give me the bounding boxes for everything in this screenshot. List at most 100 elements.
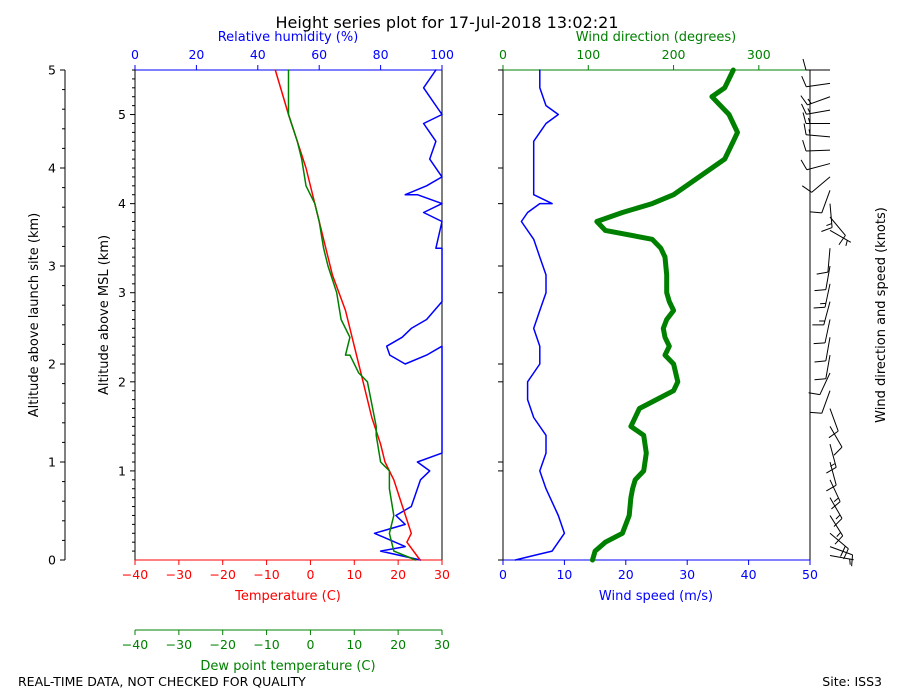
wind-barb-shaft [821,390,831,414]
wind-barb-shaft [805,149,831,152]
temperature-tick-label: 0 [306,567,314,582]
wind-barb-flag [801,76,807,87]
inner-altitude-label: Altitude above MSL (km) [97,235,112,395]
wind-direction-axis-label: Wind direction (degrees) [576,30,736,45]
wind-barb-shaft [823,301,831,325]
wind-barb-shaft [821,190,831,213]
wind-barb-shaft [829,546,853,556]
wind-barb [814,265,831,292]
wind-barb-flag [843,548,849,560]
wind-barb [802,112,830,124]
wind-barb-flag [801,103,807,115]
wind-barb-flag [800,95,808,106]
wind-direction-line [590,67,740,563]
wind-barb [801,76,831,88]
humidity-tick-label: 80 [373,47,389,62]
wind-speed-tick-label: 40 [741,567,757,582]
dewpoint-tick-label: 30 [434,637,450,652]
wind-barb [813,283,831,309]
temperature-axis-label: Temperature (C) [234,589,341,604]
dewpoint-tick-label: −10 [253,637,279,652]
wind-barb [802,139,831,152]
wind-barb-shaft [811,176,831,193]
thermo-ticks: −40 −30 −20 −10 0 10 20 30−40 −30 −20 −10 0 10 20 300 2… [48,47,454,652]
dewpoint-tick-label: 0 [306,637,314,652]
wind-barb-half-flag [830,463,836,467]
outer-altitude-tick-label: 0 [48,553,56,568]
wind-barb-flag [828,430,839,439]
wind-barb-shaft [824,283,831,308]
wind-barb [800,95,831,106]
wind-barb [801,103,831,115]
temperature-tick-label: −20 [210,567,236,582]
wind-speed-tick-label: 10 [556,567,572,582]
wind-barb [829,426,843,456]
wind-barb-shaft [806,163,831,171]
wind-barb-half-flag [836,532,841,537]
wind-barb [810,190,831,214]
wind-barb-flag [821,227,833,232]
inner-altitude-tick-label: 5 [118,107,126,122]
temperature-line [274,69,421,561]
wind-barb [813,319,831,345]
wind-barb [829,546,854,567]
temperature-tick-label: 10 [346,567,362,582]
wind-panel: 0 10 20 30 40 50 0 100 200 300 Wind speed (m/s) W… [498,30,889,604]
inner-altitude-tick-label: 2 [118,374,126,389]
wind-barb-shaft [829,532,849,550]
wind-direction-tick-label: 0 [499,47,507,62]
temperature-tick-label: −40 [122,567,148,582]
humidity-tick-label: 60 [311,47,327,62]
dewpoint-tick-label: −30 [166,637,192,652]
wind-barb [814,337,831,363]
wind-barb-shaft [829,216,846,236]
wind-barb-flag [808,392,820,396]
footer-left: REAL-TIME DATA, NOT CHECKED FOR QUALITY [18,674,306,689]
thermo-panel: −40 −30 −20 −10 0 10 20 30−40 −30 −20 −10 0 10 20 300 2… [27,30,454,674]
outer-altitude-label: Altitude above launch site (km) [27,213,42,417]
wind-barb-flag [816,271,828,275]
wind-speed-tick-label: 0 [499,567,507,582]
wind-ticks: 0 10 20 30 40 50 0 100 200 300 [498,47,818,582]
wind-barb-flag [803,123,807,135]
wind-speed-axis-label: Wind speed (m/s) [599,589,713,604]
wind-barb-flag [833,446,843,456]
outer-altitude-tick-label: 2 [48,357,56,372]
wind-barb-half-flag [845,240,848,247]
wind-barb-flag [840,545,846,557]
thermo-lines [274,69,443,561]
wind-barb-flag [802,139,807,152]
wind-barb [802,58,830,71]
wind-barb-shaft [829,515,844,537]
wind-barb-flag [826,484,837,492]
dewpoint-axis-label: Dew point temperature (C) [200,659,375,674]
wind-barb-flag [814,360,826,363]
wind-barb-shaft [827,248,831,273]
wind-barb-flag [813,342,826,345]
humidity-line [373,69,443,561]
wind-direction-tick-label: 300 [747,47,771,62]
wind-barb-flag [802,112,807,124]
wind-barb-shaft [829,426,843,448]
wind-barb-flag [813,306,826,309]
wind-direction-tick-label: 200 [662,47,686,62]
wind-barb-half-flag [807,98,812,104]
wind-barb [826,444,837,474]
wind-barb [800,159,831,171]
wind-speed-tick-label: 30 [679,567,695,582]
wind-barb-half-flag [808,129,811,136]
wind-barb-half-flag [826,223,832,227]
wind-barb [812,301,831,326]
wind-barb-shaft [819,372,831,395]
outer-altitude-tick-label: 4 [48,161,56,176]
temperature-tick-label: 30 [434,567,450,582]
wind-speed-tick-label: 20 [618,567,634,582]
wind-barb [829,532,849,560]
wind-barb-shaft [806,82,831,88]
footer-right: Site: ISS3 [822,674,882,689]
wind-direction-tick-label: 100 [576,47,600,62]
inner-altitude-tick-label: 3 [118,285,126,300]
wind-barb-half-flag [807,108,811,114]
humidity-axis-label: Relative humidity (%) [218,30,359,45]
